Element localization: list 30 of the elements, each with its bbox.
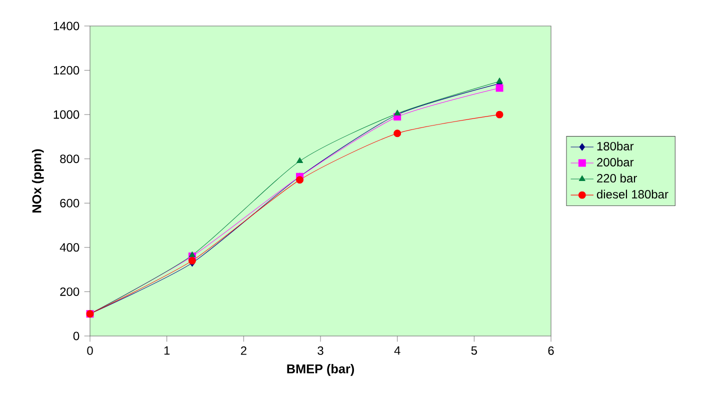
- point: [394, 110, 401, 116]
- x-axis-title: BMEP (bar): [287, 364, 354, 376]
- point: [296, 176, 304, 184]
- point: [496, 78, 503, 84]
- y-tick-label: 800: [60, 154, 80, 164]
- point: [188, 251, 196, 258]
- point: [188, 256, 196, 264]
- legend-label: diesel 180bar: [596, 190, 668, 199]
- legend-label: 180bar: [597, 142, 634, 150]
- y-tick-label: 200: [60, 287, 80, 296]
- y-tick-label: 1000: [54, 110, 80, 119]
- y-tick-label: 400: [60, 243, 80, 252]
- point: [394, 130, 402, 138]
- x-tick-label: 4: [394, 346, 400, 355]
- point: [496, 84, 504, 92]
- y-axis-title: NOx (ppm): [32, 149, 44, 212]
- x-tick-label: 2: [240, 346, 246, 355]
- x-tick-label: 1: [164, 346, 170, 355]
- y-tick-label: 1400: [54, 22, 80, 30]
- y-tick-label: 600: [60, 198, 80, 208]
- point: [496, 110, 504, 118]
- x-tick-label: 0: [87, 346, 93, 355]
- legend-label: 220 bar: [597, 174, 637, 183]
- y-tick-label: 1200: [54, 66, 80, 75]
- x-tick-label: 5: [471, 346, 477, 355]
- point: [296, 157, 304, 164]
- y-tick-label: 0: [73, 332, 80, 340]
- x-tick-label: 6: [548, 346, 554, 355]
- legend-label: 200bar: [597, 158, 634, 166]
- x-tick-label: 3: [318, 346, 324, 355]
